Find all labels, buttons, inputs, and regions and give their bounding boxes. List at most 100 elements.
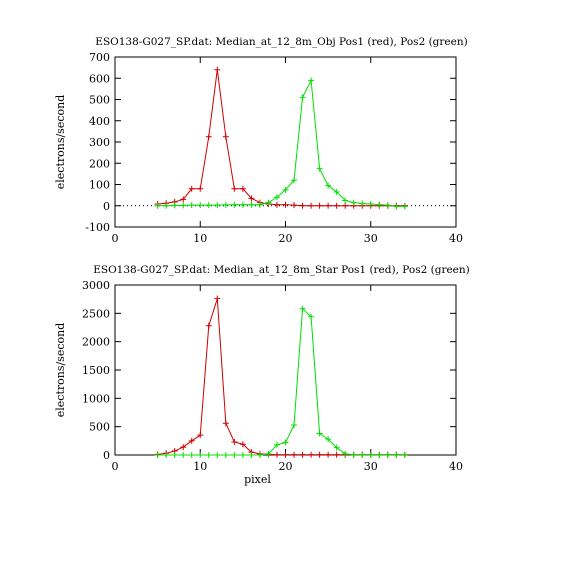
point-marker	[180, 202, 187, 209]
y-tick-label: 1500	[82, 364, 110, 377]
point-marker	[359, 200, 366, 207]
point-marker	[282, 451, 289, 458]
point-marker	[154, 452, 161, 458]
point-marker	[239, 201, 246, 208]
point-marker	[376, 201, 383, 208]
point-marker	[299, 94, 306, 101]
point-marker	[231, 438, 238, 445]
y-tick-label: 2000	[82, 336, 110, 349]
y-tick-label: 0	[103, 449, 110, 462]
point-marker	[308, 313, 315, 320]
point-marker	[316, 430, 323, 437]
point-marker	[367, 451, 374, 458]
point-marker	[282, 186, 289, 193]
point-marker	[376, 451, 383, 458]
point-marker	[265, 450, 272, 457]
y-tick-label: -100	[85, 221, 110, 234]
point-marker	[171, 202, 178, 209]
point-marker	[401, 451, 408, 458]
point-marker	[188, 452, 195, 458]
y-tick-label: 600	[89, 72, 110, 85]
point-marker	[273, 194, 280, 201]
point-marker	[273, 451, 280, 458]
series-line	[157, 298, 405, 456]
point-marker	[256, 452, 263, 458]
point-marker	[291, 177, 298, 184]
point-marker	[273, 201, 280, 208]
y-tick-label: 500	[89, 94, 110, 107]
x-tick-label: 40	[449, 460, 463, 473]
point-marker	[205, 202, 212, 209]
point-marker	[401, 203, 408, 210]
point-marker	[333, 444, 340, 451]
point-marker	[316, 451, 323, 458]
plot-frame	[114, 284, 457, 456]
point-marker	[325, 436, 332, 443]
x-tick-label: 40	[449, 232, 463, 245]
series-line	[157, 78, 405, 207]
y-tick-label: 500	[89, 421, 110, 434]
point-marker	[180, 196, 187, 203]
point-marker	[308, 451, 315, 458]
point-marker	[325, 451, 332, 458]
point-marker	[350, 199, 357, 206]
point-marker	[248, 452, 255, 458]
point-marker	[273, 441, 280, 448]
chart-title: ESO138-G027_SP.dat: Median_at_12_8m_Obj …	[95, 36, 467, 48]
point-marker	[188, 437, 195, 444]
point-marker	[316, 165, 323, 172]
y-tick-label: 300	[89, 136, 110, 149]
x-tick-label: 0	[112, 232, 119, 245]
y-axis-label: electrons/second	[54, 95, 67, 190]
point-marker	[154, 202, 161, 209]
point-marker	[248, 201, 255, 208]
point-marker	[205, 322, 212, 329]
point-marker	[282, 439, 289, 446]
point-marker	[188, 185, 195, 192]
point-marker	[205, 133, 212, 140]
y-tick-label: 400	[89, 115, 110, 128]
x-tick-label: 20	[279, 232, 293, 245]
point-marker	[163, 202, 170, 209]
point-marker	[222, 201, 229, 208]
point-marker	[291, 421, 298, 428]
point-marker	[231, 452, 238, 458]
point-marker	[163, 452, 170, 458]
y-tick-label: 2500	[82, 307, 110, 320]
x-tick-label: 10	[193, 460, 207, 473]
point-marker	[197, 432, 204, 439]
point-marker	[393, 203, 400, 210]
chart-title: ESO138-G027_SP.dat: Median_at_12_8m_Star…	[93, 264, 470, 276]
point-marker	[231, 201, 238, 208]
point-marker	[214, 452, 221, 458]
point-marker	[222, 452, 229, 458]
point-marker	[316, 202, 323, 209]
point-marker	[291, 451, 298, 458]
point-marker	[214, 202, 221, 209]
point-marker	[308, 77, 315, 84]
point-marker	[222, 420, 229, 427]
point-marker	[197, 202, 204, 209]
point-marker	[308, 202, 315, 209]
point-marker	[359, 451, 366, 458]
x-tick-label: 30	[364, 460, 378, 473]
x-tick-label: 20	[279, 460, 293, 473]
point-marker	[342, 450, 349, 457]
point-marker	[214, 295, 221, 302]
point-marker	[180, 452, 187, 458]
point-marker	[222, 133, 229, 140]
point-marker	[384, 202, 391, 209]
point-marker	[299, 305, 306, 312]
point-marker	[342, 197, 349, 204]
point-marker	[350, 451, 357, 458]
point-marker	[248, 195, 255, 202]
point-marker	[239, 441, 246, 448]
point-marker	[333, 188, 340, 195]
x-tick-label: 10	[193, 232, 207, 245]
point-marker	[393, 451, 400, 458]
point-marker	[299, 202, 306, 209]
y-axis-label: electrons/second	[54, 323, 67, 418]
y-tick-label: 200	[89, 157, 110, 170]
y-tick-label: 3000	[82, 279, 110, 292]
